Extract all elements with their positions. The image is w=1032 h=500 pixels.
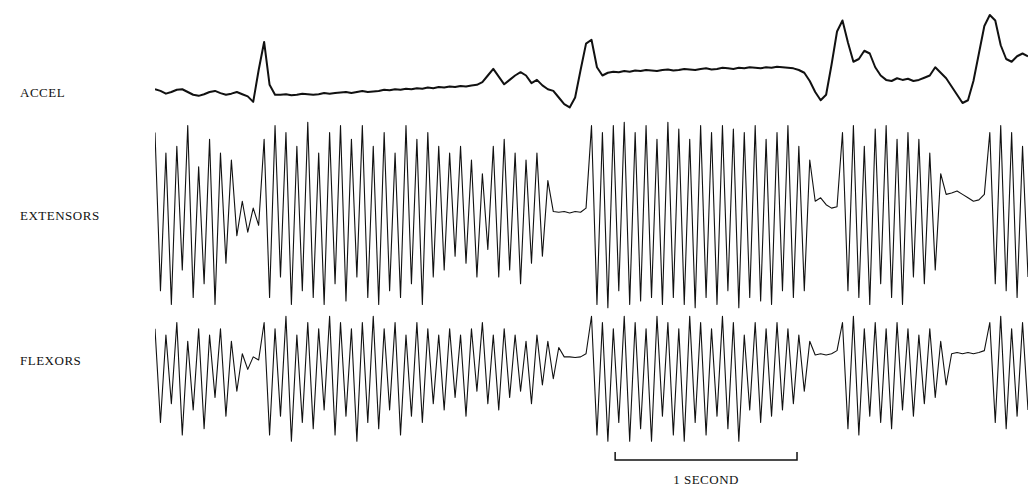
trace-label: FLEXORS: [20, 353, 81, 368]
scale-bar-line: [615, 452, 797, 460]
trace-group: [155, 15, 1028, 107]
trace-label: EXTENSORS: [20, 208, 100, 223]
trace-label: ACCEL: [20, 85, 65, 100]
scale-bar-label: 1 SECOND: [673, 472, 739, 487]
chart: ACCEL EXTENSORS FLEXORS 1 SECOND: [0, 0, 1032, 500]
trace-line: [155, 122, 1028, 308]
trace-line: [155, 15, 1028, 107]
trace-line: [155, 316, 1028, 441]
scale-bar: 1 SECOND: [615, 452, 797, 487]
trace-group: [155, 316, 1028, 441]
trace-group: [155, 122, 1028, 308]
